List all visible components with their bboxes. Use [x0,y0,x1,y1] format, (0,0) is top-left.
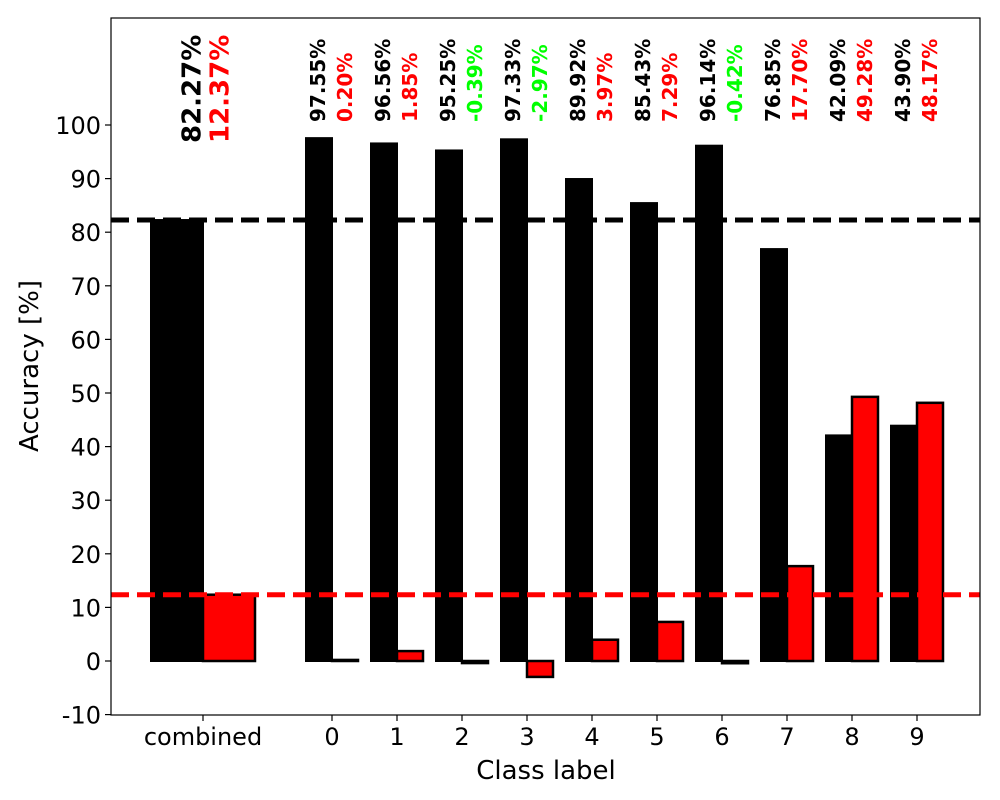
y-tick-label-0: 0 [86,648,101,676]
x-tick-label-0: 0 [324,723,339,751]
label-black-5: 85.43% [631,39,655,122]
x-axis-title: Class label [476,756,616,786]
label-black-9: 43.90% [891,39,915,122]
bar-red-8 [850,395,880,663]
x-tick-label-5: 5 [649,723,664,751]
label-black-6: 96.14% [696,39,720,122]
label-red-6: -0.42% [723,44,747,122]
bar-black-0 [305,137,333,662]
label-red-9: 48.17% [918,39,942,122]
label-red-combined: 12.37% [205,35,235,143]
y-axis-title: Accuracy [%] [15,280,45,452]
y-tick-label-60: 60 [70,326,101,354]
bar-red-7 [785,564,815,663]
bar-black-2 [435,149,463,663]
bar-red-1 [395,649,425,663]
bar-black-5 [630,202,658,662]
bar-red-combined [201,593,257,663]
label-red-4: 3.97% [593,53,617,122]
label-red-5: 7.29% [658,53,682,122]
label-black-combined: 82.27% [177,35,207,143]
x-axis-ticks: combined 0 1 2 3 4 5 6 7 8 9 [144,715,925,751]
label-red-8: 49.28% [853,39,877,122]
label-black-1: 96.56% [371,39,395,122]
x-tick-label-1: 1 [389,723,404,751]
label-red-3: -2.97% [528,44,552,122]
bar-black-7 [760,248,788,662]
x-tick-label-7: 7 [779,723,794,751]
y-tick-label-10: 10 [70,594,101,622]
reference-lines [111,217,980,598]
bar-red-2 [460,659,490,665]
x-tick-label-6: 6 [714,723,729,751]
plot-frame [110,17,981,716]
label-black-0: 97.55% [306,39,330,122]
label-black-7: 76.85% [761,39,785,122]
y-tick-label-30: 30 [70,487,101,515]
label-red-1: 1.85% [398,53,422,122]
x-tick-label-8: 8 [844,723,859,751]
y-tick-label-80: 80 [70,219,101,247]
y-axis-ticks: -10 0 10 20 30 40 50 60 70 80 90 100 [55,112,111,730]
label-black-3: 97.33% [501,39,525,122]
bar-black-combined [150,219,204,662]
bar-black-8 [825,434,853,663]
x-tick-label-9: 9 [909,723,924,751]
label-red-2: -0.39% [463,44,487,122]
label-black-8: 42.09% [826,39,850,122]
y-tick-label-20: 20 [70,541,101,569]
x-tick-label-combined: combined [144,723,262,751]
bar-red-3 [525,659,555,679]
label-black-2: 95.25% [436,39,460,122]
x-tick-label-4: 4 [584,723,599,751]
label-red-7: 17.70% [788,39,812,122]
bar-black-1 [370,142,398,662]
y-tick-label-50: 50 [70,380,101,408]
bar-red-9 [915,401,945,663]
x-tick-label-3: 3 [519,723,534,751]
bar-black-9 [890,424,918,663]
bar-black-3 [500,138,528,662]
bar-red-0 [330,658,360,663]
y-tick-label-90: 90 [70,166,101,194]
y-tick-label-100: 100 [55,112,101,140]
y-tick-label-40: 40 [70,434,101,462]
y-tick-label--10: -10 [62,702,101,730]
label-red-0: 0.20% [333,53,357,122]
bar-red-4 [590,638,620,663]
bar-black-6 [695,144,723,663]
bar-red-5 [655,620,685,663]
y-tick-label-70: 70 [70,273,101,301]
label-black-4: 89.92% [566,39,590,122]
bar-black-4 [565,178,593,662]
x-tick-label-2: 2 [454,723,469,751]
value-labels: 82.27%12.37% 97.55% 0.20% 96.56% 1.85% 95.25%… [177,35,942,143]
bars-layer [150,137,945,679]
bar-red-6 [720,659,750,665]
